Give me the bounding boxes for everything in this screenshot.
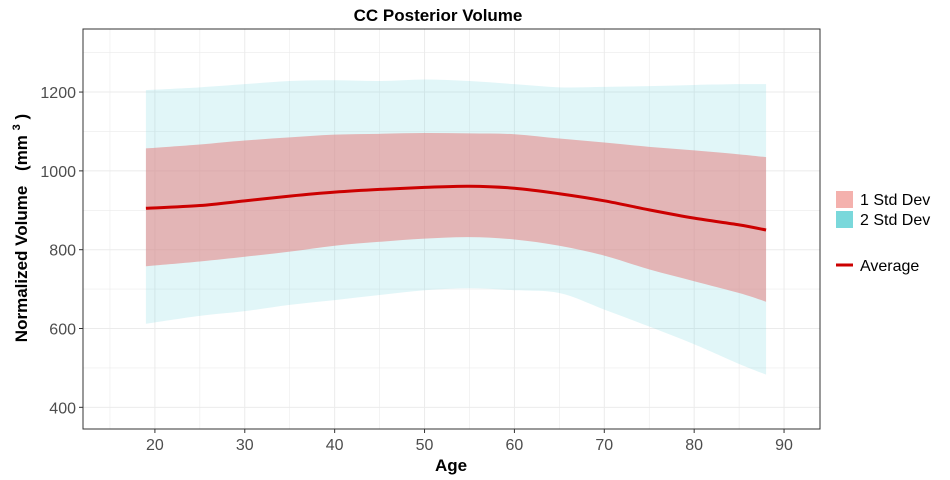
y-axis: 400 600 800 1000 1200 bbox=[40, 85, 83, 417]
average-line-layer bbox=[145, 184, 767, 232]
y-axis-title-text: Normalized Volume bbox=[12, 186, 31, 343]
x-tick-label: 20 bbox=[146, 437, 164, 454]
legend-key-2-std-dev bbox=[836, 211, 853, 228]
y-axis-unit-close: ) bbox=[12, 114, 31, 120]
band-1-std-dev bbox=[145, 133, 767, 302]
legend-label: 1 Std Dev bbox=[860, 192, 930, 209]
y-tick-label: 400 bbox=[49, 400, 76, 417]
x-axis-title: Age bbox=[435, 456, 467, 475]
y-axis-unit: (mm bbox=[12, 135, 31, 171]
x-tick-label: 90 bbox=[775, 437, 793, 454]
bands bbox=[145, 79, 767, 375]
x-tick-label: 60 bbox=[506, 437, 524, 454]
legend-key-1-std-dev bbox=[836, 191, 853, 208]
x-tick-label: 80 bbox=[685, 437, 703, 454]
legend-label: Average bbox=[860, 258, 919, 275]
y-tick-label: 1000 bbox=[40, 164, 76, 181]
y-tick-label: 800 bbox=[49, 243, 76, 260]
y-axis-unit-superscript: 3 bbox=[11, 124, 23, 130]
plot-panel-border bbox=[82, 28, 821, 430]
y-tick-label: 600 bbox=[49, 322, 76, 339]
x-axis: 20 30 40 50 60 70 80 90 bbox=[146, 429, 793, 454]
chart-title: CC Posterior Volume bbox=[354, 6, 523, 25]
x-tick-label: 50 bbox=[416, 437, 434, 454]
x-tick-label: 40 bbox=[326, 437, 344, 454]
x-tick-label: 70 bbox=[595, 437, 613, 454]
y-tick-label: 1200 bbox=[40, 85, 76, 102]
y-axis-title: Normalized Volume (mm 3 ) bbox=[5, 114, 31, 342]
average-line bbox=[145, 184, 767, 232]
legend-label: 2 Std Dev bbox=[860, 212, 930, 229]
x-tick-label: 30 bbox=[236, 437, 254, 454]
legend: 1 Std Dev 2 Std Dev Average bbox=[836, 191, 930, 275]
